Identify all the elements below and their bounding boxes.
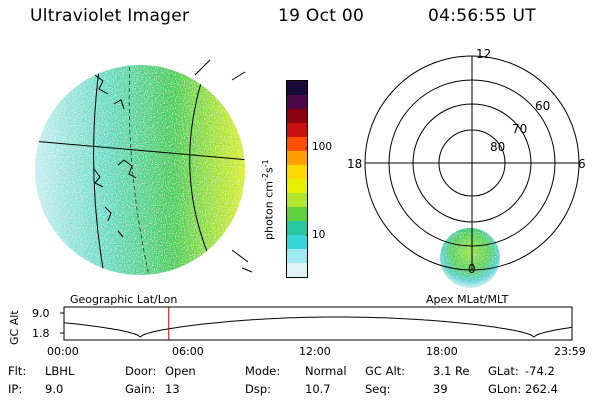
mlt-label-6: 6 <box>578 157 586 171</box>
altitude-ylabel: GC Alt <box>8 310 21 345</box>
colorbar <box>286 80 308 278</box>
lat-label-70: 70 <box>512 122 528 136</box>
colorbar-stripe <box>287 263 307 277</box>
alt-ytick-1-8: 1.8 <box>32 327 50 340</box>
mlt-label-18: 18 <box>347 157 363 171</box>
meta-label: Seq: <box>365 382 391 396</box>
meta-value: 13 <box>165 382 180 396</box>
meta-value: 9.0 <box>45 382 64 396</box>
meta-value: 3.1 Re <box>433 364 470 378</box>
colorbar-stripe <box>287 165 307 179</box>
colorbar-stripe <box>287 179 307 193</box>
instrument-title: Ultraviolet Imager <box>30 6 190 26</box>
colorbar-stripe <box>287 109 307 123</box>
meta-value: -74.2 <box>525 364 555 378</box>
colorbar-stripe <box>287 235 307 249</box>
alt-xtick-end: 23:59 <box>554 345 586 358</box>
time-label: 04:56:55 UT <box>428 6 536 26</box>
meta-label: GLat: <box>488 364 519 378</box>
meta-value: LBHL <box>45 364 75 378</box>
meta-value: 39 <box>433 382 448 396</box>
meta-label: IP: <box>8 382 23 396</box>
mlt-label-0: 0 <box>468 262 476 276</box>
colorbar-stripe <box>287 193 307 207</box>
lat-label-80: 80 <box>490 140 506 154</box>
alt-xtick-12: 12:00 <box>299 345 331 358</box>
meta-value: Normal <box>305 364 347 378</box>
lat-label-60: 60 <box>535 99 551 113</box>
meta-label: Flt: <box>8 364 27 378</box>
colorbar-tick-100: 100 <box>312 141 333 153</box>
colorbar-stripe <box>287 249 307 263</box>
meta-value: Open <box>165 364 196 378</box>
mlt-label-12: 12 <box>476 47 492 61</box>
colorbar-stripe <box>287 207 307 221</box>
colorbar-stripe <box>287 95 307 109</box>
alt-xtick-0: 00:00 <box>47 345 79 358</box>
date-label: 19 Oct 00 <box>278 6 365 26</box>
colorbar-stripe <box>287 151 307 165</box>
meta-value: 262.4 <box>525 382 558 396</box>
colorbar-stripe <box>287 137 307 151</box>
meta-label: Gain: <box>125 382 156 396</box>
colorbar-stripe <box>287 81 307 95</box>
colorbar-stripe <box>287 123 307 137</box>
alt-ytick-9: 9.0 <box>32 307 50 320</box>
meta-label: Door: <box>125 364 157 378</box>
meta-label: Mode: <box>245 364 281 378</box>
alt-xtick-18: 18:00 <box>426 345 458 358</box>
meta-label: GLon: <box>488 382 522 396</box>
polar-label: Apex MLat/MLT <box>426 293 509 306</box>
meta-value: 10.7 <box>305 382 331 396</box>
colorbar-ticks <box>306 147 308 236</box>
meta-label: GC Alt: <box>365 364 406 378</box>
geographic-label: Geographic Lat/Lon <box>70 293 178 306</box>
colorbar-stripe <box>287 221 307 235</box>
meta-label: Dsp: <box>245 382 272 396</box>
alt-xtick-6: 06:00 <box>172 345 204 358</box>
colorbar-tick-10: 10 <box>312 229 326 241</box>
